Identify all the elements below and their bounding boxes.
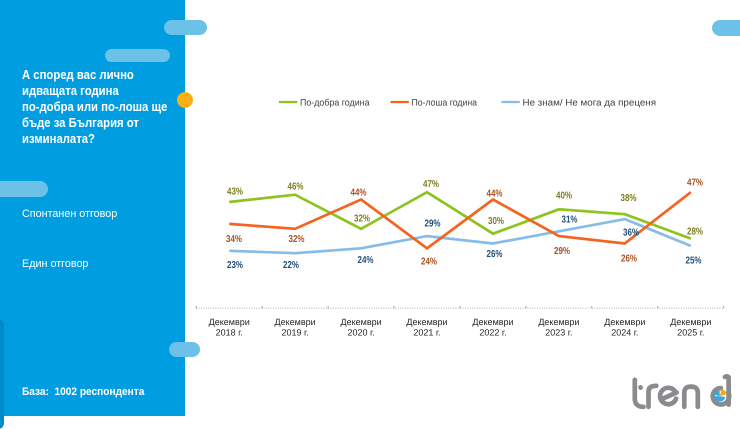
svg-text:44%: 44% [487,189,503,200]
svg-text:29%: 29% [425,219,441,230]
svg-text:2021 г.: 2021 г. [413,328,440,338]
svg-text:40%: 40% [556,191,572,202]
svg-text:2025 г.: 2025 г. [677,328,704,338]
svg-text:28%: 28% [687,227,703,238]
svg-text:26%: 26% [487,249,503,260]
svg-text:Декември: Декември [275,317,316,327]
svg-text:Декември: Декември [538,317,579,327]
svg-text:По-лоша година: По-лоша година [412,97,478,107]
svg-text:32%: 32% [354,214,370,225]
svg-text:47%: 47% [423,179,439,190]
svg-text:29%: 29% [554,246,570,257]
svg-text:23%: 23% [227,260,243,271]
svg-text:32%: 32% [289,234,305,245]
svg-text:31%: 31% [562,215,578,226]
svg-text:24%: 24% [421,257,437,268]
svg-text:Декември: Декември [209,317,250,327]
svg-text:47%: 47% [687,178,703,189]
svg-text:36%: 36% [623,228,639,239]
svg-text:По-добра година: По-добра година [300,97,370,107]
svg-text:30%: 30% [488,216,504,227]
svg-text:44%: 44% [351,188,367,199]
svg-text:2018 г.: 2018 г. [216,328,243,338]
svg-text:Декември: Декември [604,317,645,327]
svg-text:34%: 34% [226,234,242,245]
svg-text:22%: 22% [283,260,299,271]
svg-text:2019 г.: 2019 г. [281,328,308,338]
svg-text:Декември: Декември [472,317,513,327]
svg-text:Не знам/ Не мога да преценя: Не знам/ Не мога да преценя [523,97,657,107]
svg-text:26%: 26% [621,254,637,265]
svg-text:2024 г.: 2024 г. [611,328,638,338]
svg-text:24%: 24% [358,255,374,266]
svg-text:38%: 38% [621,193,637,204]
svg-text:46%: 46% [288,182,304,193]
svg-text:Декември: Декември [670,317,711,327]
svg-text:Декември: Декември [341,317,382,327]
svg-text:2020 г.: 2020 г. [347,328,374,338]
svg-text:Декември: Декември [406,317,447,327]
svg-text:2022 г.: 2022 г. [479,328,506,338]
svg-text:43%: 43% [227,187,243,198]
svg-text:25%: 25% [686,256,702,267]
svg-text:2023 г.: 2023 г. [545,328,572,338]
